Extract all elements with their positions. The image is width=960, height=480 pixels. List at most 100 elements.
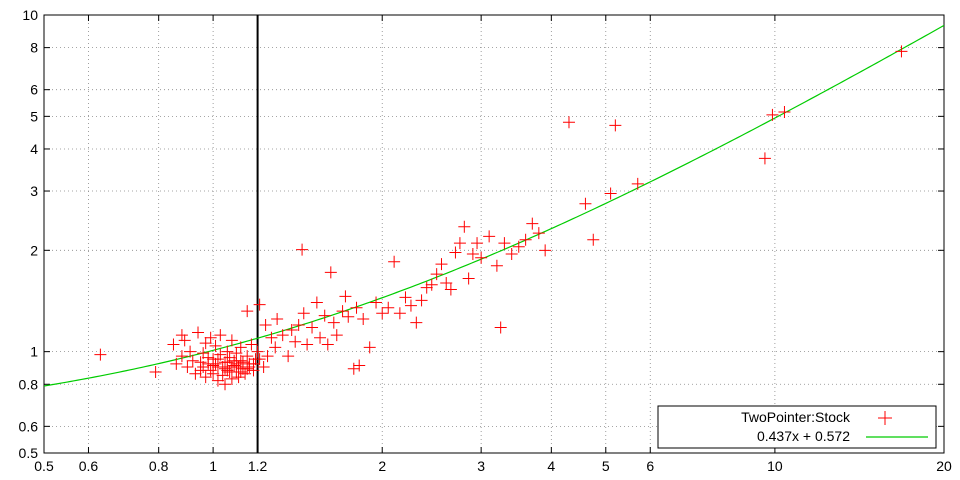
data-point (449, 246, 462, 259)
data-point (285, 323, 298, 336)
data-point (370, 296, 383, 309)
x-tick-label: 0.6 (79, 458, 99, 474)
data-point (347, 362, 360, 375)
data-point (318, 309, 331, 322)
data-point (404, 299, 417, 312)
data-point (539, 244, 552, 257)
data-point (253, 298, 266, 311)
data-point (895, 45, 908, 58)
fit-line (44, 24, 944, 387)
data-point (234, 341, 247, 354)
x-tick-label: 10 (767, 458, 783, 474)
data-point (221, 345, 234, 358)
x-tick-label: 4 (547, 458, 555, 474)
data-point (204, 331, 217, 344)
data-point (209, 357, 222, 370)
data-point (353, 359, 366, 372)
data-point (241, 350, 254, 363)
data-point (330, 329, 343, 342)
data-point (225, 361, 238, 374)
data-point (199, 337, 212, 350)
data-point (184, 345, 197, 358)
data-point (241, 362, 254, 375)
data-point (415, 294, 428, 307)
x-tick-label: 0.5 (34, 458, 54, 474)
data-point (382, 301, 395, 314)
data-point (225, 334, 238, 347)
data-point (175, 329, 188, 342)
data-point (167, 338, 180, 351)
data-point (232, 371, 245, 384)
data-point (462, 272, 475, 285)
data-point (202, 351, 215, 364)
data-point (310, 296, 323, 309)
y-tick-label: 2 (30, 242, 38, 258)
data-point (505, 248, 518, 261)
data-point (209, 339, 222, 352)
y-tick-label: 4 (30, 141, 38, 157)
data-point (296, 243, 309, 256)
data-point (276, 329, 289, 342)
x-tick-label: 3 (477, 458, 485, 474)
data-point (269, 341, 282, 354)
data-point (388, 255, 401, 268)
data-point (321, 338, 334, 351)
data-point (587, 233, 600, 246)
data-point (327, 316, 340, 329)
y-tick-label: 0.5 (19, 445, 39, 461)
data-point (579, 197, 592, 210)
y-tick-label: 1 (30, 344, 38, 360)
data-point (498, 237, 511, 250)
data-point (420, 281, 433, 294)
data-point (471, 237, 484, 250)
data-point (225, 372, 238, 385)
x-tick-label: 1 (209, 458, 217, 474)
data-point (410, 316, 423, 329)
data-point (609, 119, 622, 132)
data-point (219, 378, 232, 391)
y-tick-label: 8 (30, 40, 38, 56)
y-tick-label: 5 (30, 108, 38, 124)
data-point (170, 357, 183, 370)
data-point (247, 357, 260, 370)
data-point (223, 351, 236, 364)
legend-label-fit: 0.437x + 0.572 (757, 428, 850, 444)
data-point (223, 366, 236, 379)
data-point (336, 305, 349, 318)
data-point (194, 356, 207, 369)
data-point (301, 338, 314, 351)
y-tick-label: 3 (30, 183, 38, 199)
data-point (245, 338, 258, 351)
data-point (234, 366, 247, 379)
data-point (526, 217, 539, 230)
legend-box (657, 405, 937, 449)
data-point (186, 354, 199, 367)
data-point (253, 353, 266, 366)
data-point (342, 310, 355, 323)
data-point (430, 268, 443, 281)
data-point (766, 108, 779, 121)
data-point (444, 283, 457, 296)
plot-frame (43, 14, 945, 454)
data-point (562, 116, 575, 129)
data-point (292, 318, 305, 331)
y-tick-label: 6 (30, 82, 38, 98)
data-point (207, 359, 220, 372)
data-point (604, 187, 617, 200)
data-point (466, 248, 479, 261)
data-point (199, 371, 212, 384)
data-point (453, 237, 466, 250)
data-point (339, 290, 352, 303)
data-point (435, 258, 448, 271)
data-point (758, 152, 771, 165)
x-tick-label: 5 (602, 458, 610, 474)
x-tick-label: 2 (378, 458, 386, 474)
data-point (251, 345, 264, 358)
data-point (219, 362, 232, 375)
data-point (189, 367, 202, 380)
data-point (778, 106, 791, 119)
data-point (181, 361, 194, 374)
data-point (178, 334, 191, 347)
data-point (393, 307, 406, 320)
